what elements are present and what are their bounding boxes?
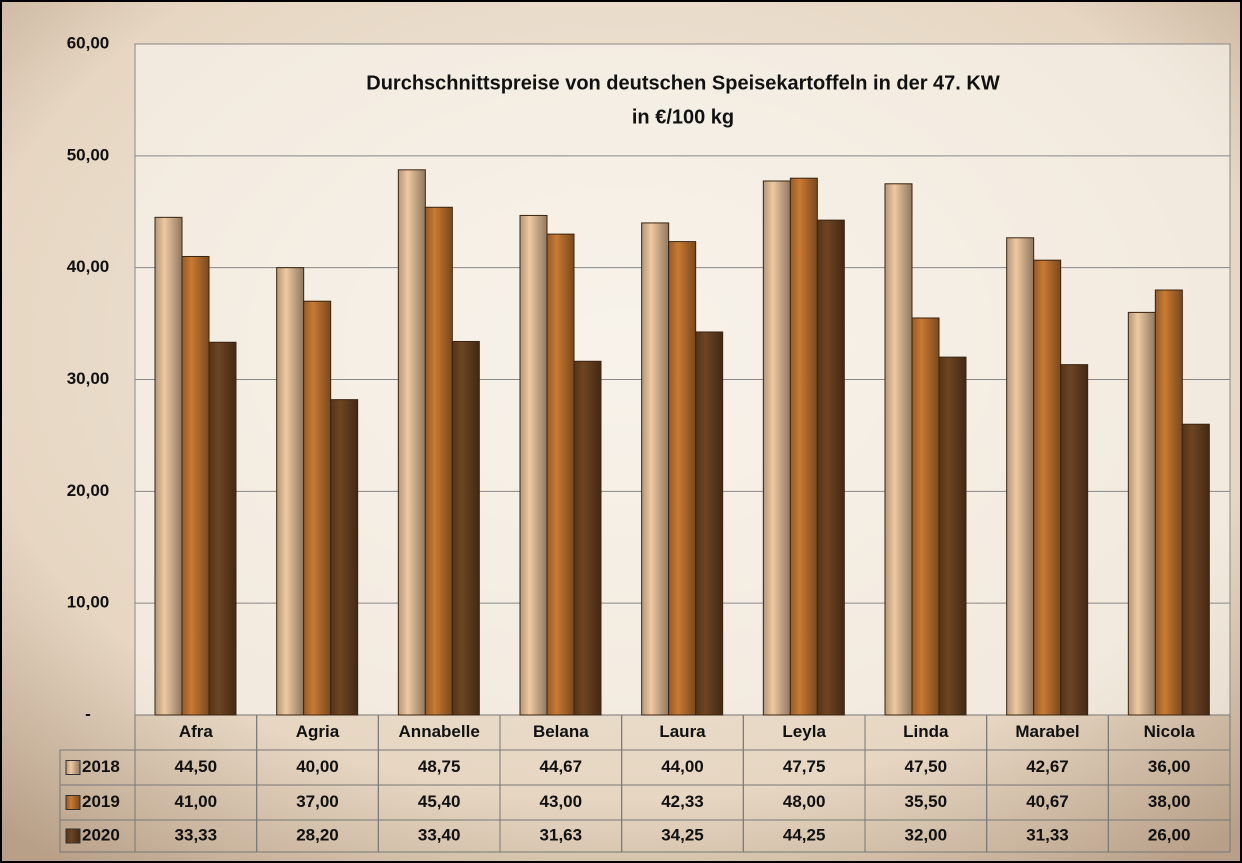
x-tick-label: Nicola xyxy=(1144,722,1196,741)
bar xyxy=(817,220,844,715)
bar xyxy=(547,234,574,715)
value-label: 44,00 xyxy=(661,757,704,776)
bar xyxy=(425,207,452,715)
legend-swatch xyxy=(66,796,80,810)
bar xyxy=(277,268,304,715)
x-tick-label: Annabelle xyxy=(399,722,480,741)
value-label: 48,75 xyxy=(418,757,461,776)
x-tick-label: Marabel xyxy=(1015,722,1079,741)
value-label: 26,00 xyxy=(1148,825,1191,844)
x-tick-label: Linda xyxy=(903,722,949,741)
legend-swatch xyxy=(66,761,80,775)
value-label: 37,00 xyxy=(296,792,339,811)
value-label: 44,25 xyxy=(783,825,826,844)
legend-label: 2019 xyxy=(82,792,120,811)
y-tick-label: - xyxy=(85,704,91,723)
bar xyxy=(696,332,723,715)
y-tick-label: 10,00 xyxy=(67,593,110,612)
legend-label: 2020 xyxy=(82,825,120,844)
bar xyxy=(331,400,358,715)
value-label: 33,40 xyxy=(418,825,461,844)
bar xyxy=(1061,365,1088,715)
bar xyxy=(1155,290,1182,715)
value-label: 38,00 xyxy=(1148,792,1191,811)
legend-label: 2018 xyxy=(82,757,120,776)
bar xyxy=(1182,424,1209,715)
value-label: 44,67 xyxy=(540,757,583,776)
value-label: 34,25 xyxy=(661,825,704,844)
y-tick-label: 30,00 xyxy=(67,369,110,388)
chart-title: Durchschnittspreise von deutschen Speise… xyxy=(366,72,1000,94)
bar xyxy=(1128,312,1155,715)
bar xyxy=(642,223,669,715)
value-label: 45,40 xyxy=(418,792,461,811)
bar xyxy=(1007,238,1034,715)
bar xyxy=(669,242,696,715)
value-label: 42,33 xyxy=(661,792,704,811)
bar xyxy=(885,184,912,715)
bar xyxy=(304,301,331,715)
y-tick-label: 20,00 xyxy=(67,481,110,500)
value-label: 47,75 xyxy=(783,757,826,776)
value-label: 48,00 xyxy=(783,792,826,811)
bar xyxy=(912,318,939,715)
value-label: 33,33 xyxy=(175,825,218,844)
bar xyxy=(520,215,547,715)
value-label: 40,00 xyxy=(296,757,339,776)
bar xyxy=(182,256,209,715)
bar xyxy=(398,170,425,715)
bar xyxy=(790,178,817,715)
x-tick-label: Afra xyxy=(179,722,214,741)
bar xyxy=(155,217,182,715)
value-label: 35,50 xyxy=(905,792,948,811)
bar xyxy=(209,342,236,715)
x-tick-label: Laura xyxy=(659,722,706,741)
bar xyxy=(939,357,966,715)
x-tick-label: Leyla xyxy=(782,722,826,741)
chart-subtitle: in €/100 kg xyxy=(632,106,734,128)
value-label: 44,50 xyxy=(175,757,218,776)
bar xyxy=(763,181,790,715)
value-label: 42,67 xyxy=(1026,757,1069,776)
legend-swatch xyxy=(66,829,80,843)
value-label: 47,50 xyxy=(905,757,948,776)
y-tick-label: 60,00 xyxy=(67,33,110,52)
value-label: 36,00 xyxy=(1148,757,1191,776)
value-label: 32,00 xyxy=(905,825,948,844)
value-label: 31,63 xyxy=(540,825,583,844)
bar xyxy=(574,361,601,715)
value-label: 43,00 xyxy=(540,792,583,811)
y-tick-label: 40,00 xyxy=(67,257,110,276)
value-label: 40,67 xyxy=(1026,792,1069,811)
value-label: 41,00 xyxy=(175,792,218,811)
value-label: 31,33 xyxy=(1026,825,1069,844)
chart: Durchschnittspreise von deutschen Speise… xyxy=(0,0,1242,863)
value-label: 28,20 xyxy=(296,825,339,844)
x-tick-label: Agria xyxy=(296,722,340,741)
x-tick-label: Belana xyxy=(533,722,589,741)
y-tick-label: 50,00 xyxy=(67,145,110,164)
bar xyxy=(452,341,479,715)
bar xyxy=(1034,260,1061,715)
